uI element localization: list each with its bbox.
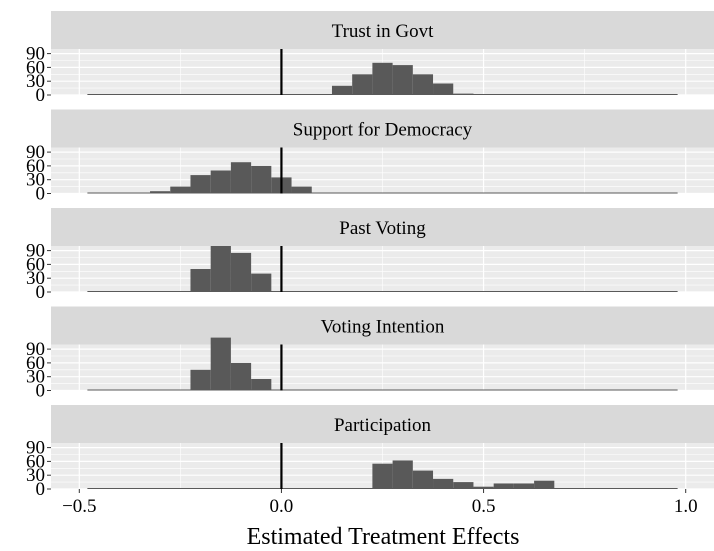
y-tick-label: 90 <box>26 241 45 262</box>
histogram-bar <box>493 483 514 489</box>
histogram-bar <box>372 463 393 489</box>
histogram-bar <box>433 83 454 95</box>
histogram-bar <box>230 362 252 391</box>
histogram-bar <box>412 74 434 95</box>
histogram-bar <box>190 269 211 292</box>
facet-strip-label: Trust in Govt <box>332 21 434 42</box>
histogram-bar <box>311 94 332 95</box>
facet-strip-label: Participation <box>334 415 432 436</box>
y-tick-label: 30 <box>26 170 45 191</box>
histogram-bar <box>372 62 393 95</box>
x-axis: −0.5 0.0 0.5 1.0 <box>62 489 698 517</box>
y-tick-label: 0 <box>36 381 46 402</box>
x-tick-label: 0.5 <box>472 496 496 517</box>
histogram-bar <box>251 379 272 391</box>
facet-strip-label: Support for Democracy <box>293 120 473 141</box>
histogram-bar <box>251 273 272 292</box>
y-tick-label: 60 <box>26 156 45 177</box>
histogram-bar <box>190 175 211 194</box>
histogram-bar <box>190 369 211 391</box>
y-tick-label: 0 <box>36 85 46 106</box>
histogram-bar <box>392 460 413 489</box>
y-tick-label: 30 <box>26 367 45 388</box>
histogram-bar <box>150 191 171 194</box>
histogram-bar <box>170 186 191 194</box>
y-tick-label: 0 <box>36 282 46 303</box>
y-tick-label: 90 <box>26 438 45 459</box>
histogram-bar <box>412 470 434 489</box>
histogram-bar <box>291 186 312 194</box>
histogram-bar <box>392 65 413 95</box>
y-tick-label: 60 <box>26 254 45 275</box>
facet-strip <box>51 405 714 443</box>
facet-strip <box>51 208 714 246</box>
histogram-bar <box>473 486 494 489</box>
histogram-bar <box>230 162 252 194</box>
x-tick-label: 0.0 <box>270 496 294 517</box>
histogram-bar <box>453 482 474 489</box>
y-tick-label: 30 <box>26 268 45 289</box>
histogram-bar <box>210 337 231 391</box>
y-tick-label: 90 <box>26 44 45 65</box>
histogram-bar <box>331 85 353 95</box>
y-tick-label: 30 <box>26 71 45 92</box>
histogram-bar <box>534 480 555 489</box>
x-tick-label: 1.0 <box>674 496 698 517</box>
x-tick-label: −0.5 <box>62 496 96 517</box>
histogram-bar <box>513 483 535 489</box>
y-tick-label: 30 <box>26 465 45 486</box>
facet-strip <box>51 109 714 148</box>
y-tick-label: 60 <box>26 353 45 374</box>
histogram-bar <box>453 93 474 95</box>
y-tick-label: 90 <box>26 339 45 360</box>
x-axis-title: Estimated Treatment Effects <box>247 524 520 550</box>
y-tick-label: 0 <box>36 184 46 205</box>
facet-strip-label: Voting Intention <box>321 317 445 338</box>
histogram-bar <box>210 246 231 292</box>
y-tick-label: 60 <box>26 451 45 472</box>
y-tick-label: 60 <box>26 57 45 78</box>
histogram-bar <box>251 165 272 194</box>
facet-strip <box>51 306 714 345</box>
histogram-bar <box>230 252 252 292</box>
facet-strip <box>51 11 714 49</box>
histogram-bar <box>210 170 231 194</box>
facet-strip-label: Past Voting <box>339 218 426 239</box>
histogram-bar <box>352 74 373 95</box>
y-tick-label: 0 <box>36 479 46 500</box>
histogram-bar <box>433 478 454 489</box>
y-tick-label: 90 <box>26 142 45 163</box>
